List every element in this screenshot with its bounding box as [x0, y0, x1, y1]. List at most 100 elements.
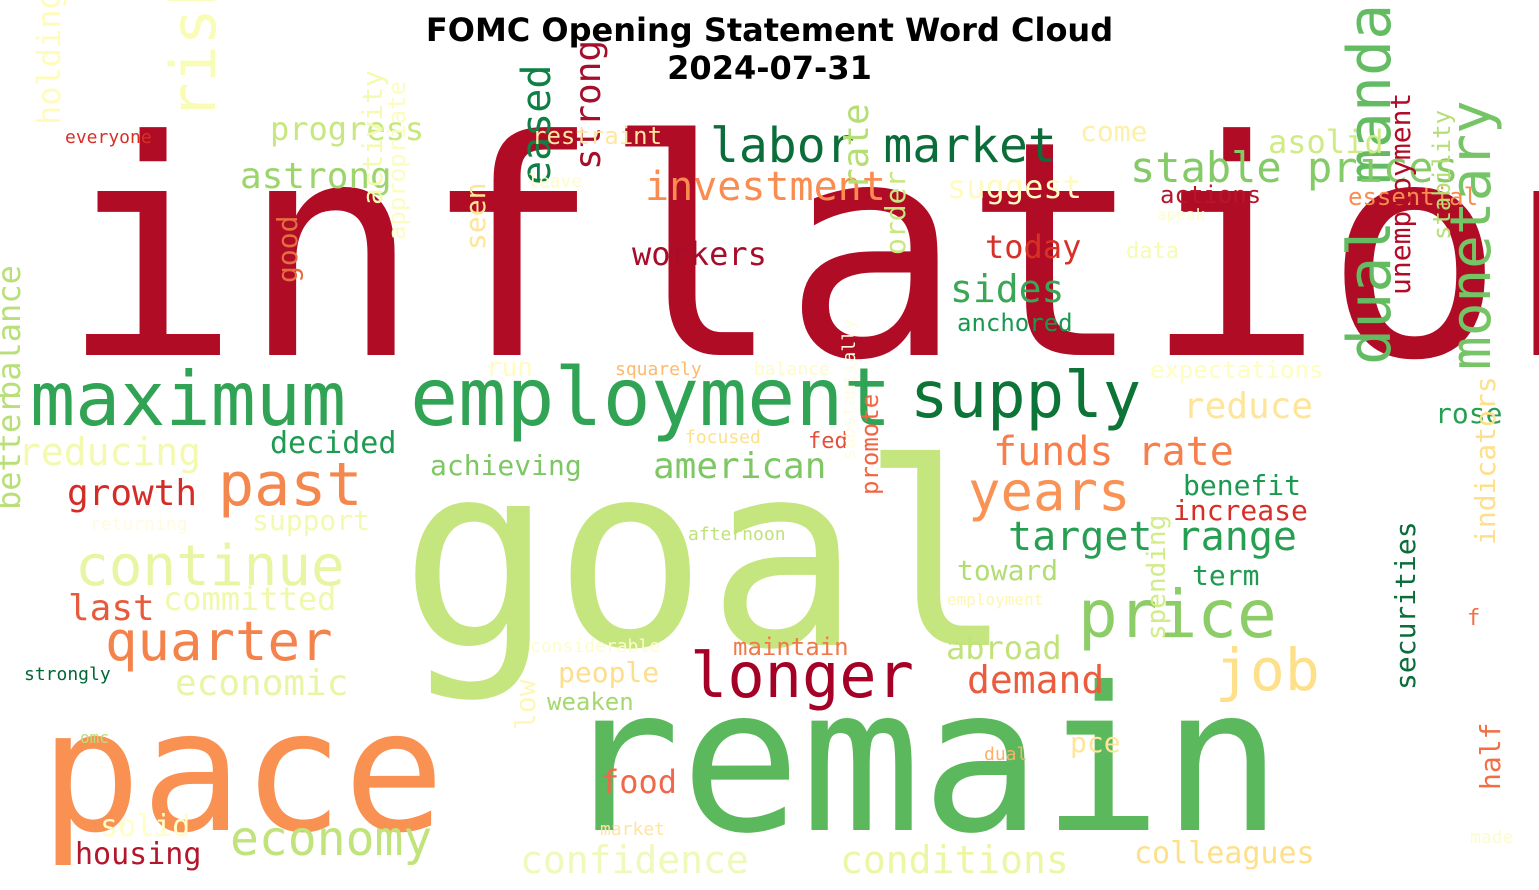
word-progress: progress [270, 110, 424, 148]
word-better: better [0, 394, 28, 510]
word-labor-market: labor market [710, 118, 1057, 174]
word-half: half [1474, 723, 1507, 790]
word-confidence: confidence [520, 838, 749, 882]
word-last: last [68, 588, 155, 629]
word-employment: employment [947, 590, 1043, 609]
word-growth: growth [67, 473, 197, 514]
word-dual: dual [984, 744, 1027, 765]
word-indicators: indicators [1469, 376, 1502, 545]
word-investment: investment [645, 164, 886, 210]
word-fed: fed [808, 429, 848, 454]
word-data: data [1126, 239, 1179, 264]
word-asolid: asolid [1268, 123, 1384, 161]
word-leave: leave [528, 171, 582, 192]
word-economy: economy [230, 811, 432, 867]
word-balance: balance [754, 359, 830, 380]
word-term: term [1192, 559, 1259, 592]
word-stable-prices: stable prices [1130, 143, 1459, 192]
word-activity: activity [356, 70, 389, 205]
word-seen: seen [459, 183, 492, 250]
word-colleagues: colleagues [1134, 836, 1315, 871]
word-solid: solid [100, 809, 190, 844]
word-made: made [1470, 827, 1513, 848]
word-securities: securities [1389, 521, 1422, 690]
word-benefit: benefit [1183, 469, 1301, 502]
word-astrong: astrong [240, 156, 392, 197]
word-squarely: squarely [615, 359, 702, 380]
word-reduce: reduce [1183, 386, 1313, 427]
word-abroad: abroad [946, 629, 1062, 667]
word-decided: decided [270, 426, 396, 461]
word-committed: committed [163, 580, 336, 618]
word-f: f [1467, 606, 1480, 631]
word-demand: demand [967, 658, 1104, 702]
word-workers: workers [632, 235, 767, 273]
word-remain: remain [560, 645, 1282, 878]
word-american: american [653, 446, 826, 487]
word-actions: actions [1160, 181, 1261, 209]
word-supply: supply [910, 359, 1141, 433]
word-people: people [558, 656, 659, 689]
word-strong: strong [568, 40, 609, 170]
word-market: market [600, 819, 665, 840]
word-continue: continue [75, 534, 345, 599]
word-strongly: strongly [24, 664, 111, 685]
word-employment: employment [410, 351, 892, 444]
word-apeak: apeak [1157, 205, 1206, 224]
word-afternoon: afternoon [688, 524, 786, 545]
word-rose: rose [1435, 397, 1502, 430]
word-increase: increase [1173, 494, 1308, 527]
word-stability: stability [1428, 110, 1456, 240]
word-maximum: maximum [30, 355, 346, 443]
word-come: come [1080, 115, 1147, 148]
word-toward: toward [957, 554, 1058, 587]
word-job: job [1215, 636, 1320, 704]
word-food: food [600, 763, 677, 801]
word-pace: pace [40, 674, 445, 870]
word-economic: economic [175, 663, 348, 704]
chart-subtitle: 2024-07-31 [667, 49, 872, 87]
word-risks: risks [157, 0, 230, 120]
word-inflation: inflation [60, 77, 1539, 426]
word-price: price [1078, 576, 1277, 653]
word-substantially: substantially [839, 319, 860, 460]
word-dual-mandate: dual mandate [1335, 0, 1405, 365]
word-holdings: holdings [30, 0, 68, 125]
word-eased: eased [514, 65, 560, 185]
word-funds-rate: funds rate [993, 429, 1234, 475]
word-years: years [968, 460, 1131, 523]
word-past: past [218, 450, 363, 520]
word-unemployment: unemployment [1384, 93, 1417, 295]
word-support: support [252, 504, 370, 537]
word-omc: omc [80, 728, 109, 747]
word-good: good [271, 216, 304, 283]
word-expectations: expectations [1150, 356, 1323, 384]
word-anchored: anchored [957, 309, 1073, 337]
word-goal: goal [400, 409, 1014, 706]
word-longer: longer [690, 639, 914, 712]
word-returning: returning [90, 514, 188, 535]
word-considerable: considerable [530, 636, 660, 657]
word-today: today [985, 228, 1081, 266]
word-balance: balance [0, 265, 28, 400]
word-run: run [486, 353, 533, 383]
word-suggest: suggest [947, 168, 1082, 206]
word-order: order [879, 171, 912, 255]
word-restraint: restraint [532, 122, 662, 150]
word-spending: spending [1142, 515, 1172, 640]
word-everyone: everyone [65, 127, 152, 148]
word-monetary: monetary [1439, 100, 1504, 370]
word-appropriate: appropriate [383, 81, 411, 240]
word-maintain: maintain [733, 633, 849, 661]
word-housing: housing [75, 837, 201, 872]
word-sides: sides [950, 267, 1064, 311]
word-reducing: reducing [18, 430, 201, 474]
word-target-range: target range [1008, 514, 1297, 560]
chart-title: FOMC Opening Statement Word Cloud [425, 11, 1114, 49]
word-rate: rate [836, 103, 877, 190]
word-essential: essential [1348, 183, 1478, 211]
word-low: low [509, 679, 542, 730]
word-promote: promote [856, 394, 884, 495]
word-achieving: achieving [430, 449, 582, 482]
